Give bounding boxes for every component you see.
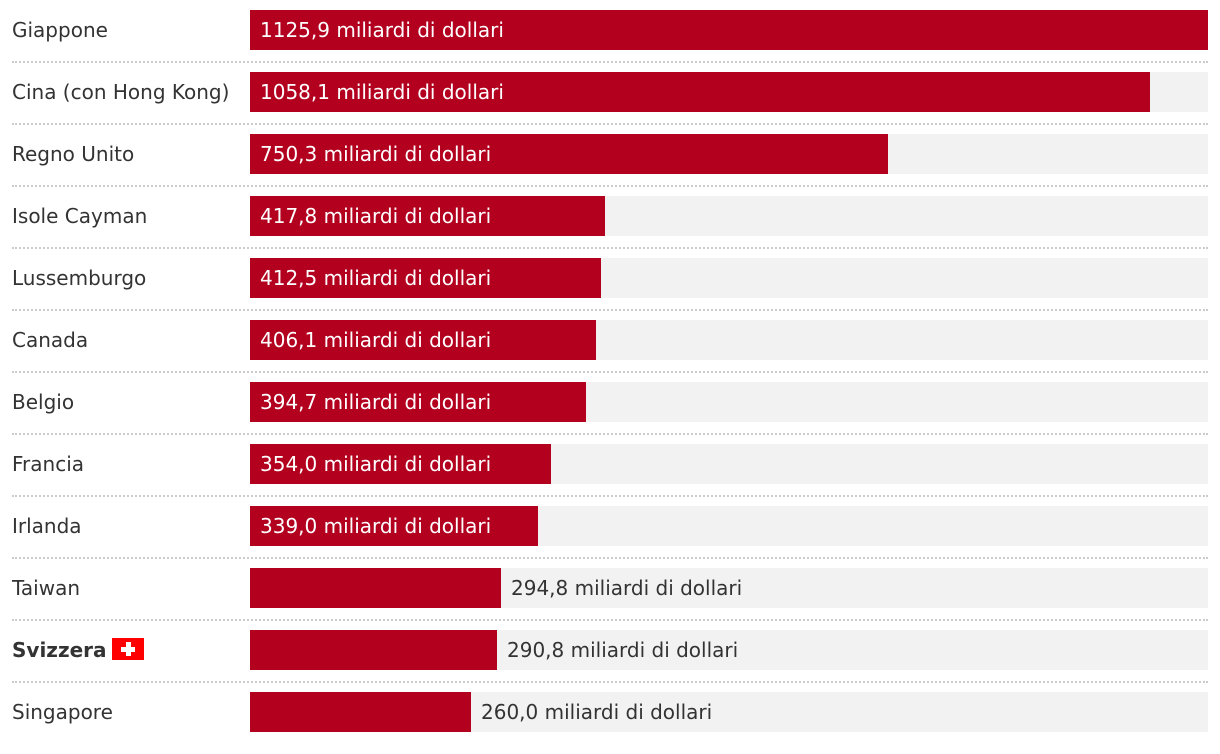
category-label: Regno Unito: [12, 134, 134, 174]
chart-row: Cina (con Hong Kong) 1058,1 miliardi di d…: [0, 72, 1208, 134]
bar-track: 1058,1 miliardi di dollari: [250, 72, 1208, 112]
category-label: Svizzera: [12, 630, 144, 670]
row-divider: [12, 185, 1208, 187]
bar-track: 750,3 miliardi di dollari: [250, 134, 1208, 174]
category-label-text: Lussemburgo: [12, 266, 147, 290]
row-divider: [12, 123, 1208, 125]
chart-row: Belgio 394,7 miliardi di dollari: [0, 382, 1208, 444]
category-label-text: Giappone: [12, 18, 108, 42]
category-label-text: Isole Cayman: [12, 204, 148, 228]
category-label-text: Cina (con Hong Kong): [12, 80, 230, 104]
value-label: 260,0 miliardi di dollari: [481, 700, 713, 724]
category-label: Giappone: [12, 10, 108, 50]
chart-row: Canada 406,1 miliardi di dollari: [0, 320, 1208, 382]
category-label: Taiwan: [12, 568, 80, 608]
bar: [250, 196, 605, 236]
value-label: 294,8 miliardi di dollari: [511, 576, 743, 600]
chart-row: Singapore 260,0 miliardi di dollari: [0, 692, 1208, 754]
value-label: 339,0 miliardi di dollari: [260, 514, 492, 538]
bar: [250, 10, 1208, 50]
bar: [250, 630, 497, 670]
bar: [250, 72, 1150, 112]
row-divider: [12, 247, 1208, 249]
chart-row: Svizzera 290,8 miliardi di dollari: [0, 630, 1208, 692]
bar-track: 394,7 miliardi di dollari: [250, 382, 1208, 422]
row-divider: [12, 681, 1208, 683]
category-label: Canada: [12, 320, 88, 360]
bar: [250, 134, 888, 174]
chart-row: Francia 354,0 miliardi di dollari: [0, 444, 1208, 506]
category-label: Belgio: [12, 382, 74, 422]
bar-track: 294,8 miliardi di dollari: [250, 568, 1208, 608]
bar-track: 339,0 miliardi di dollari: [250, 506, 1208, 546]
chart-row: Taiwan 294,8 miliardi di dollari: [0, 568, 1208, 630]
row-divider: [12, 61, 1208, 63]
category-label-text: Belgio: [12, 390, 75, 414]
value-label: 290,8 miliardi di dollari: [507, 638, 739, 662]
category-label-text: Canada: [12, 328, 89, 352]
category-label-text: Svizzera: [12, 638, 107, 662]
bar-track: 412,5 miliardi di dollari: [250, 258, 1208, 298]
swiss-flag-icon: [111, 638, 144, 660]
bar-track: 260,0 miliardi di dollari: [250, 692, 1208, 732]
category-label: Francia: [12, 444, 84, 484]
category-label: Singapore: [12, 692, 113, 732]
category-label: Cina (con Hong Kong): [12, 72, 229, 112]
bar-track: 290,8 miliardi di dollari: [250, 630, 1208, 670]
row-divider: [12, 371, 1208, 373]
category-label-text: Irlanda: [12, 514, 82, 538]
category-label-text: Francia: [12, 452, 85, 476]
row-divider: [12, 309, 1208, 311]
category-label-text: Regno Unito: [12, 142, 135, 166]
value-label: 417,8 miliardi di dollari: [260, 204, 492, 228]
value-label: 394,7 miliardi di dollari: [260, 390, 492, 414]
bar: [250, 506, 538, 546]
bar: [250, 382, 586, 422]
value-label: 412,5 miliardi di dollari: [260, 266, 492, 290]
value-label: 1058,1 miliardi di dollari: [260, 80, 504, 104]
bar: [250, 692, 471, 732]
value-label: 750,3 miliardi di dollari: [260, 142, 492, 166]
value-label: 354,0 miliardi di dollari: [260, 452, 492, 476]
bar: [250, 568, 501, 608]
bar-track: 354,0 miliardi di dollari: [250, 444, 1208, 484]
chart-row: Giappone 1125,9 miliardi di dollari: [0, 10, 1208, 72]
bar: [250, 444, 551, 484]
row-divider: [12, 619, 1208, 621]
chart-row: Isole Cayman 417,8 miliardi di dollari: [0, 196, 1208, 258]
category-label: Isole Cayman: [12, 196, 147, 236]
bar: [250, 320, 596, 360]
chart-row: Lussemburgo 412,5 miliardi di dollari: [0, 258, 1208, 320]
value-label: 1125,9 miliardi di dollari: [260, 18, 504, 42]
category-label: Lussemburgo: [12, 258, 146, 298]
bar-track: 417,8 miliardi di dollari: [250, 196, 1208, 236]
category-label: Irlanda: [12, 506, 82, 546]
bar-track: 406,1 miliardi di dollari: [250, 320, 1208, 360]
category-label-text: Taiwan: [12, 576, 81, 600]
row-divider: [12, 557, 1208, 559]
chart-row: Irlanda 339,0 miliardi di dollari: [0, 506, 1208, 568]
category-label-text: Singapore: [12, 700, 113, 724]
chart-row: Regno Unito 750,3 miliardi di dollari: [0, 134, 1208, 196]
row-divider: [12, 433, 1208, 435]
bar: [250, 258, 601, 298]
bar-track: 1125,9 miliardi di dollari: [250, 10, 1208, 50]
row-divider: [12, 495, 1208, 497]
value-label: 406,1 miliardi di dollari: [260, 328, 492, 352]
